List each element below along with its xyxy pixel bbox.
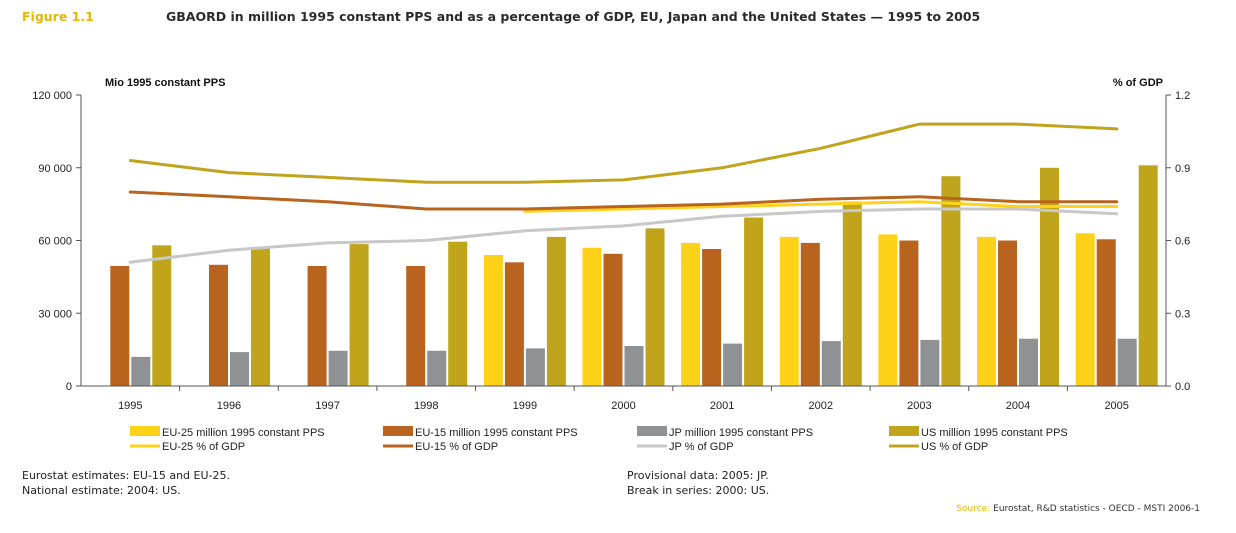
bar-eu-25-2002	[779, 236, 799, 386]
y-tick-label-left: 30 000	[38, 308, 72, 320]
x-tick-label-1995: 1995	[118, 400, 142, 412]
bar-us-2005	[1138, 165, 1158, 386]
legend-swatch-bar	[637, 426, 667, 436]
legend-swatch-bar	[889, 426, 919, 436]
legend-swatch-bar	[130, 426, 160, 436]
x-tick-label-1997: 1997	[315, 400, 339, 412]
bar-jp-1998	[427, 350, 447, 386]
line-eu-15-pct-gdp	[128, 190, 1119, 211]
bar-us-2002	[842, 201, 862, 386]
legend-label: EU-25 % of GDP	[162, 441, 245, 453]
bar-eu-15-1998	[406, 266, 426, 386]
y-tick-label-right: 0.6	[1175, 236, 1190, 248]
bar-eu-15-1997	[307, 266, 327, 386]
bar-eu-15-1995	[110, 266, 130, 386]
bar-eu-25-2000	[582, 247, 602, 386]
bar-jp-1997	[328, 350, 348, 386]
bar-jp-1999	[525, 348, 545, 386]
bar-us-2004	[1040, 167, 1059, 387]
bar-eu-15-2002	[800, 242, 820, 386]
bar-eu-25-2005	[1075, 233, 1095, 386]
bar-jp-2000	[624, 346, 644, 386]
y-tick-label-left: 90 000	[38, 163, 72, 175]
x-tick-label-1996: 1996	[217, 400, 241, 412]
bar-jp-2001	[723, 343, 743, 386]
note-right-1: Provisional data: 2005: JP.	[627, 469, 769, 482]
bar-eu-15-2001	[702, 249, 722, 386]
y-tick-label-right: 0.0	[1175, 381, 1190, 393]
y-tick-label-right: 0.9	[1175, 163, 1190, 175]
x-tick-label-1999: 1999	[513, 400, 537, 412]
y-tick-label-left: 60 000	[38, 236, 72, 248]
y-tick-label-left: 0	[66, 381, 72, 393]
line-jp-pct-gdp	[128, 207, 1119, 264]
source-label: Source:	[956, 504, 991, 514]
x-tick-label-2000: 2000	[611, 400, 635, 412]
bar-eu-25-2003	[878, 234, 898, 386]
x-tick-label-1998: 1998	[414, 400, 438, 412]
x-tick-label-2005: 2005	[1104, 400, 1128, 412]
bar-jp-2004	[1019, 338, 1038, 386]
figure-label: Figure 1.1	[22, 9, 94, 24]
bar-us-2001	[744, 217, 764, 386]
bar-us-2000	[645, 228, 665, 386]
bar-jp-2003	[920, 339, 940, 386]
bar-jp-2005	[1117, 338, 1137, 386]
legend-label: US million 1995 constant PPS	[921, 427, 1068, 439]
bar-us-1996	[251, 247, 270, 386]
legend: EU-25 million 1995 constant PPS EU-15 mil…	[130, 426, 1068, 453]
lines-layer	[128, 122, 1119, 264]
bar-eu-25-2001	[681, 242, 701, 386]
bars-layer	[110, 165, 1158, 387]
x-tick-label-2002: 2002	[809, 400, 833, 412]
bar-eu-25-2004	[977, 236, 996, 386]
note-left-1: Eurostat estimates: EU-15 and EU-25.	[22, 469, 230, 482]
legend-label: EU-15 % of GDP	[415, 441, 498, 453]
note-left-2: National estimate: 2004: US.	[22, 484, 181, 497]
legend-label: US % of GDP	[921, 441, 988, 453]
line-us-pct-gdp	[128, 122, 1119, 184]
axes-layer: 0 30 000 60 000 90 000 120 000 0.0 0.3 0.6 0.9 1.…	[32, 77, 1190, 412]
y-axis-right-title: % of GDP	[1113, 77, 1163, 89]
note-right-2: Break in series: 2000: US.	[627, 484, 770, 497]
bar-us-1995	[152, 245, 172, 386]
y-tick-label-right: 1.2	[1175, 90, 1190, 102]
bar-eu-15-2004	[998, 240, 1017, 386]
bar-eu-15-2005	[1096, 239, 1116, 386]
bar-jp-1996	[230, 352, 249, 386]
line-eu-25-pct-gdp	[523, 200, 1119, 213]
source-text: Eurostat, R&D statistics - OECD - MSTI 2…	[993, 504, 1200, 514]
legend-label: JP million 1995 constant PPS	[669, 427, 813, 439]
bar-jp-1995	[131, 356, 151, 386]
x-tick-label-2004: 2004	[1006, 400, 1030, 412]
bar-eu-25-1999	[483, 255, 503, 386]
bar-us-2003	[941, 176, 961, 386]
x-tick-label-2003: 2003	[907, 400, 931, 412]
bar-us-1998	[448, 241, 468, 386]
bar-eu-15-1996	[209, 264, 228, 387]
legend-label: JP % of GDP	[669, 441, 734, 453]
bar-eu-15-2003	[899, 240, 919, 386]
y-tick-label-left: 120 000	[32, 90, 72, 102]
bar-eu-15-1999	[504, 262, 524, 386]
bar-us-1999	[546, 236, 566, 386]
y-axis-left-title: Mio 1995 constant PPS	[105, 77, 225, 89]
source-note: Source: Eurostat, R&D statistics - OECD …	[956, 504, 1200, 514]
legend-swatch-bar	[383, 426, 413, 436]
figure-title: GBAORD in million 1995 constant PPS and …	[166, 9, 981, 24]
legend-label: EU-15 million 1995 constant PPS	[415, 427, 578, 439]
legend-label: EU-25 million 1995 constant PPS	[162, 427, 325, 439]
bar-jp-2002	[821, 341, 841, 386]
y-tick-label-right: 0.3	[1175, 308, 1190, 320]
bar-eu-15-2000	[603, 253, 623, 386]
x-tick-label-2001: 2001	[710, 400, 734, 412]
bar-us-1997	[349, 244, 369, 386]
